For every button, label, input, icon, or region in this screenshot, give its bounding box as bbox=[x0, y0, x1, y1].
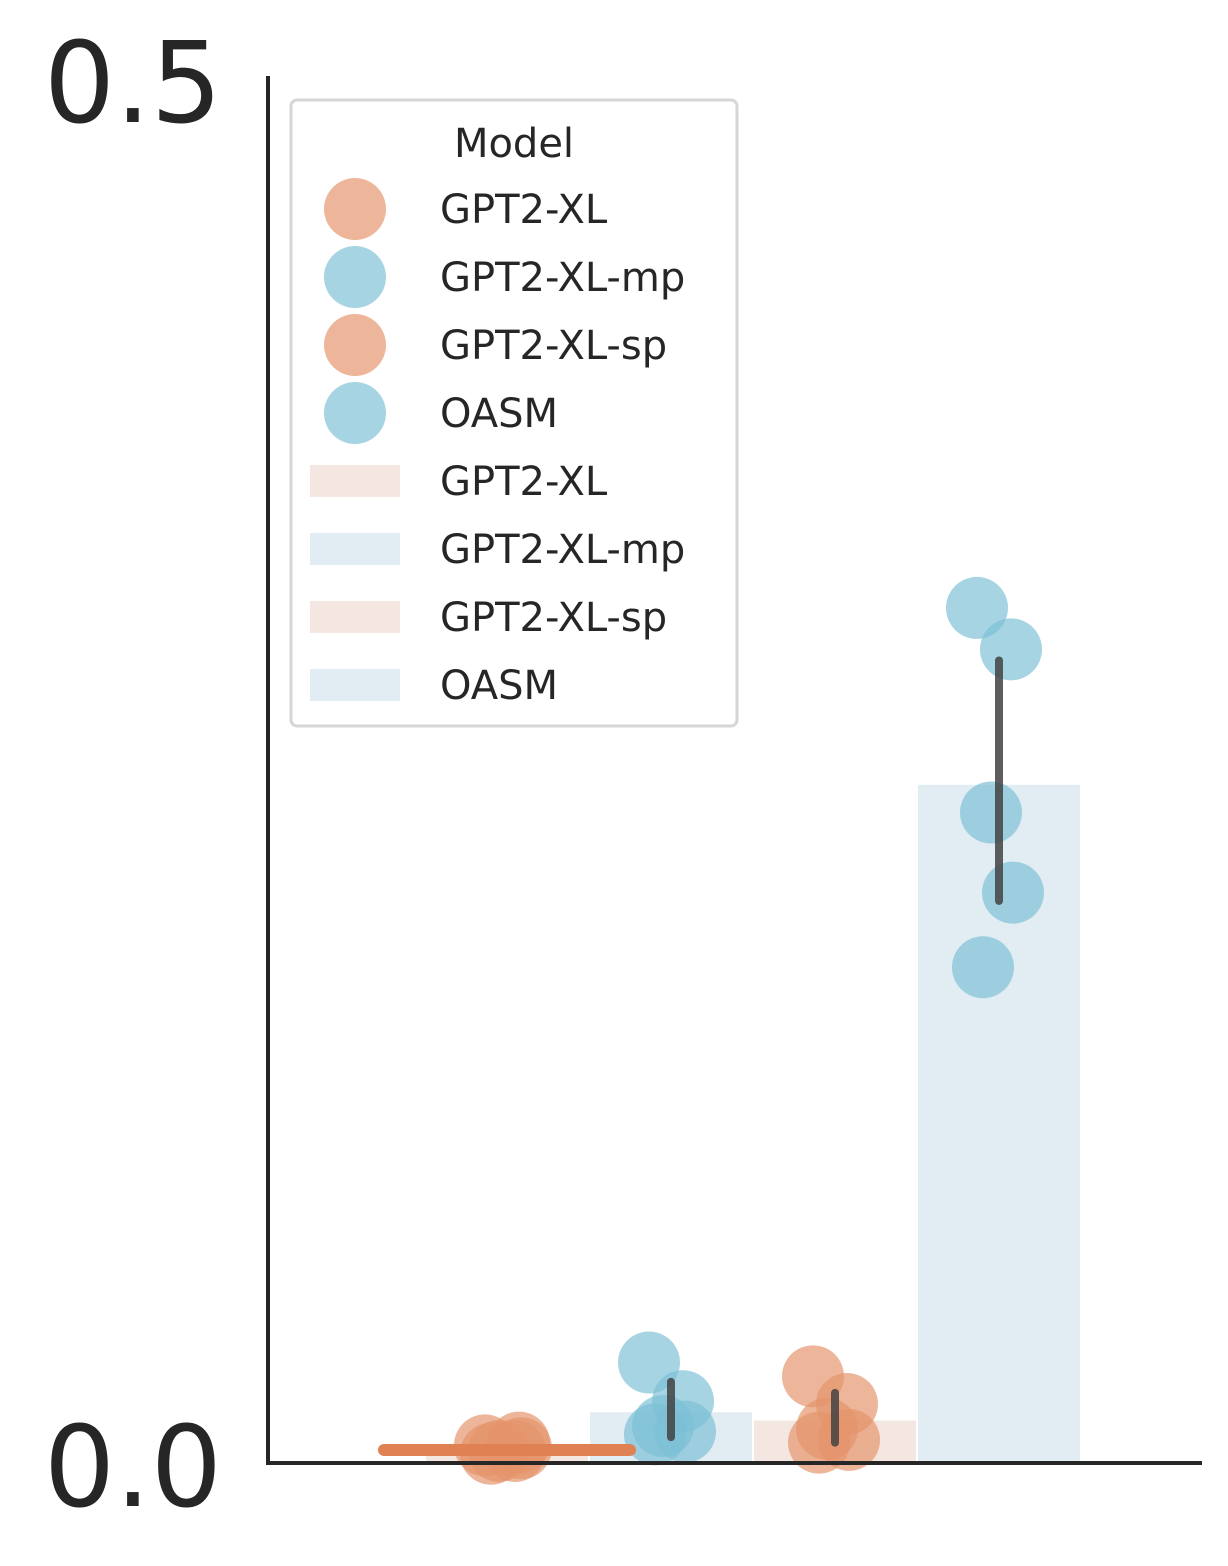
legend-label-2: GPT2-XL-sp bbox=[440, 323, 667, 369]
legend: Model GPT2-XLGPT2-XL-mpGPT2-XL-spOASMGPT… bbox=[289, 98, 739, 728]
legend-patch-7 bbox=[310, 669, 400, 701]
legend-label-1: GPT2-XL-mp bbox=[440, 255, 685, 301]
legend-label-3: OASM bbox=[440, 391, 558, 437]
axes: 0.5 0.0 bbox=[44, 19, 1202, 1533]
legend-marker-1 bbox=[324, 246, 386, 308]
legend-entry-7: OASM bbox=[310, 663, 558, 709]
legend-frame bbox=[289, 98, 739, 728]
y-tick-label-bottom: 0.0 bbox=[44, 1403, 222, 1533]
legend-patch-4 bbox=[310, 465, 400, 497]
y-tick-label-top: 0.5 bbox=[44, 19, 222, 149]
point-3-3 bbox=[982, 861, 1044, 924]
legend-marker-2 bbox=[324, 314, 386, 376]
legend-entry-1: GPT2-XL-mp bbox=[324, 246, 685, 308]
legend-label-5: GPT2-XL-mp bbox=[440, 527, 685, 573]
legend-patch-6 bbox=[310, 601, 400, 633]
legend-entry-4: GPT2-XL bbox=[310, 459, 608, 505]
legend-label-4: GPT2-XL bbox=[440, 459, 608, 505]
legend-patch-5 bbox=[310, 533, 400, 565]
legend-entries: GPT2-XL GPT2-XL-mp GPT2-XL-sp OASM GPT2-XL GP… bbox=[310, 178, 685, 709]
legend-label-7: OASM bbox=[440, 663, 558, 709]
point-3-0 bbox=[946, 576, 1008, 639]
point-3-2 bbox=[960, 781, 1022, 844]
legend-entry-6: GPT2-XL-sp bbox=[310, 595, 667, 641]
legend-entry-3: OASM bbox=[324, 382, 558, 444]
point-3-1 bbox=[980, 618, 1042, 681]
point-1-4 bbox=[624, 1403, 686, 1466]
legend-label-6: GPT2-XL-sp bbox=[440, 595, 667, 641]
legend-marker-0 bbox=[324, 178, 386, 240]
legend-entry-5: GPT2-XL-mp bbox=[310, 527, 685, 573]
point-3-4 bbox=[952, 936, 1014, 999]
legend-entry-0: GPT2-XL bbox=[324, 178, 608, 240]
legend-title: Model bbox=[454, 121, 574, 167]
errorbars-layer bbox=[378, 656, 1003, 1456]
legend-marker-3 bbox=[324, 382, 386, 444]
legend-label-0: GPT2-XL bbox=[440, 187, 608, 233]
legend-entry-2: GPT2-XL-sp bbox=[324, 314, 667, 376]
bars-layer bbox=[426, 784, 1080, 1462]
